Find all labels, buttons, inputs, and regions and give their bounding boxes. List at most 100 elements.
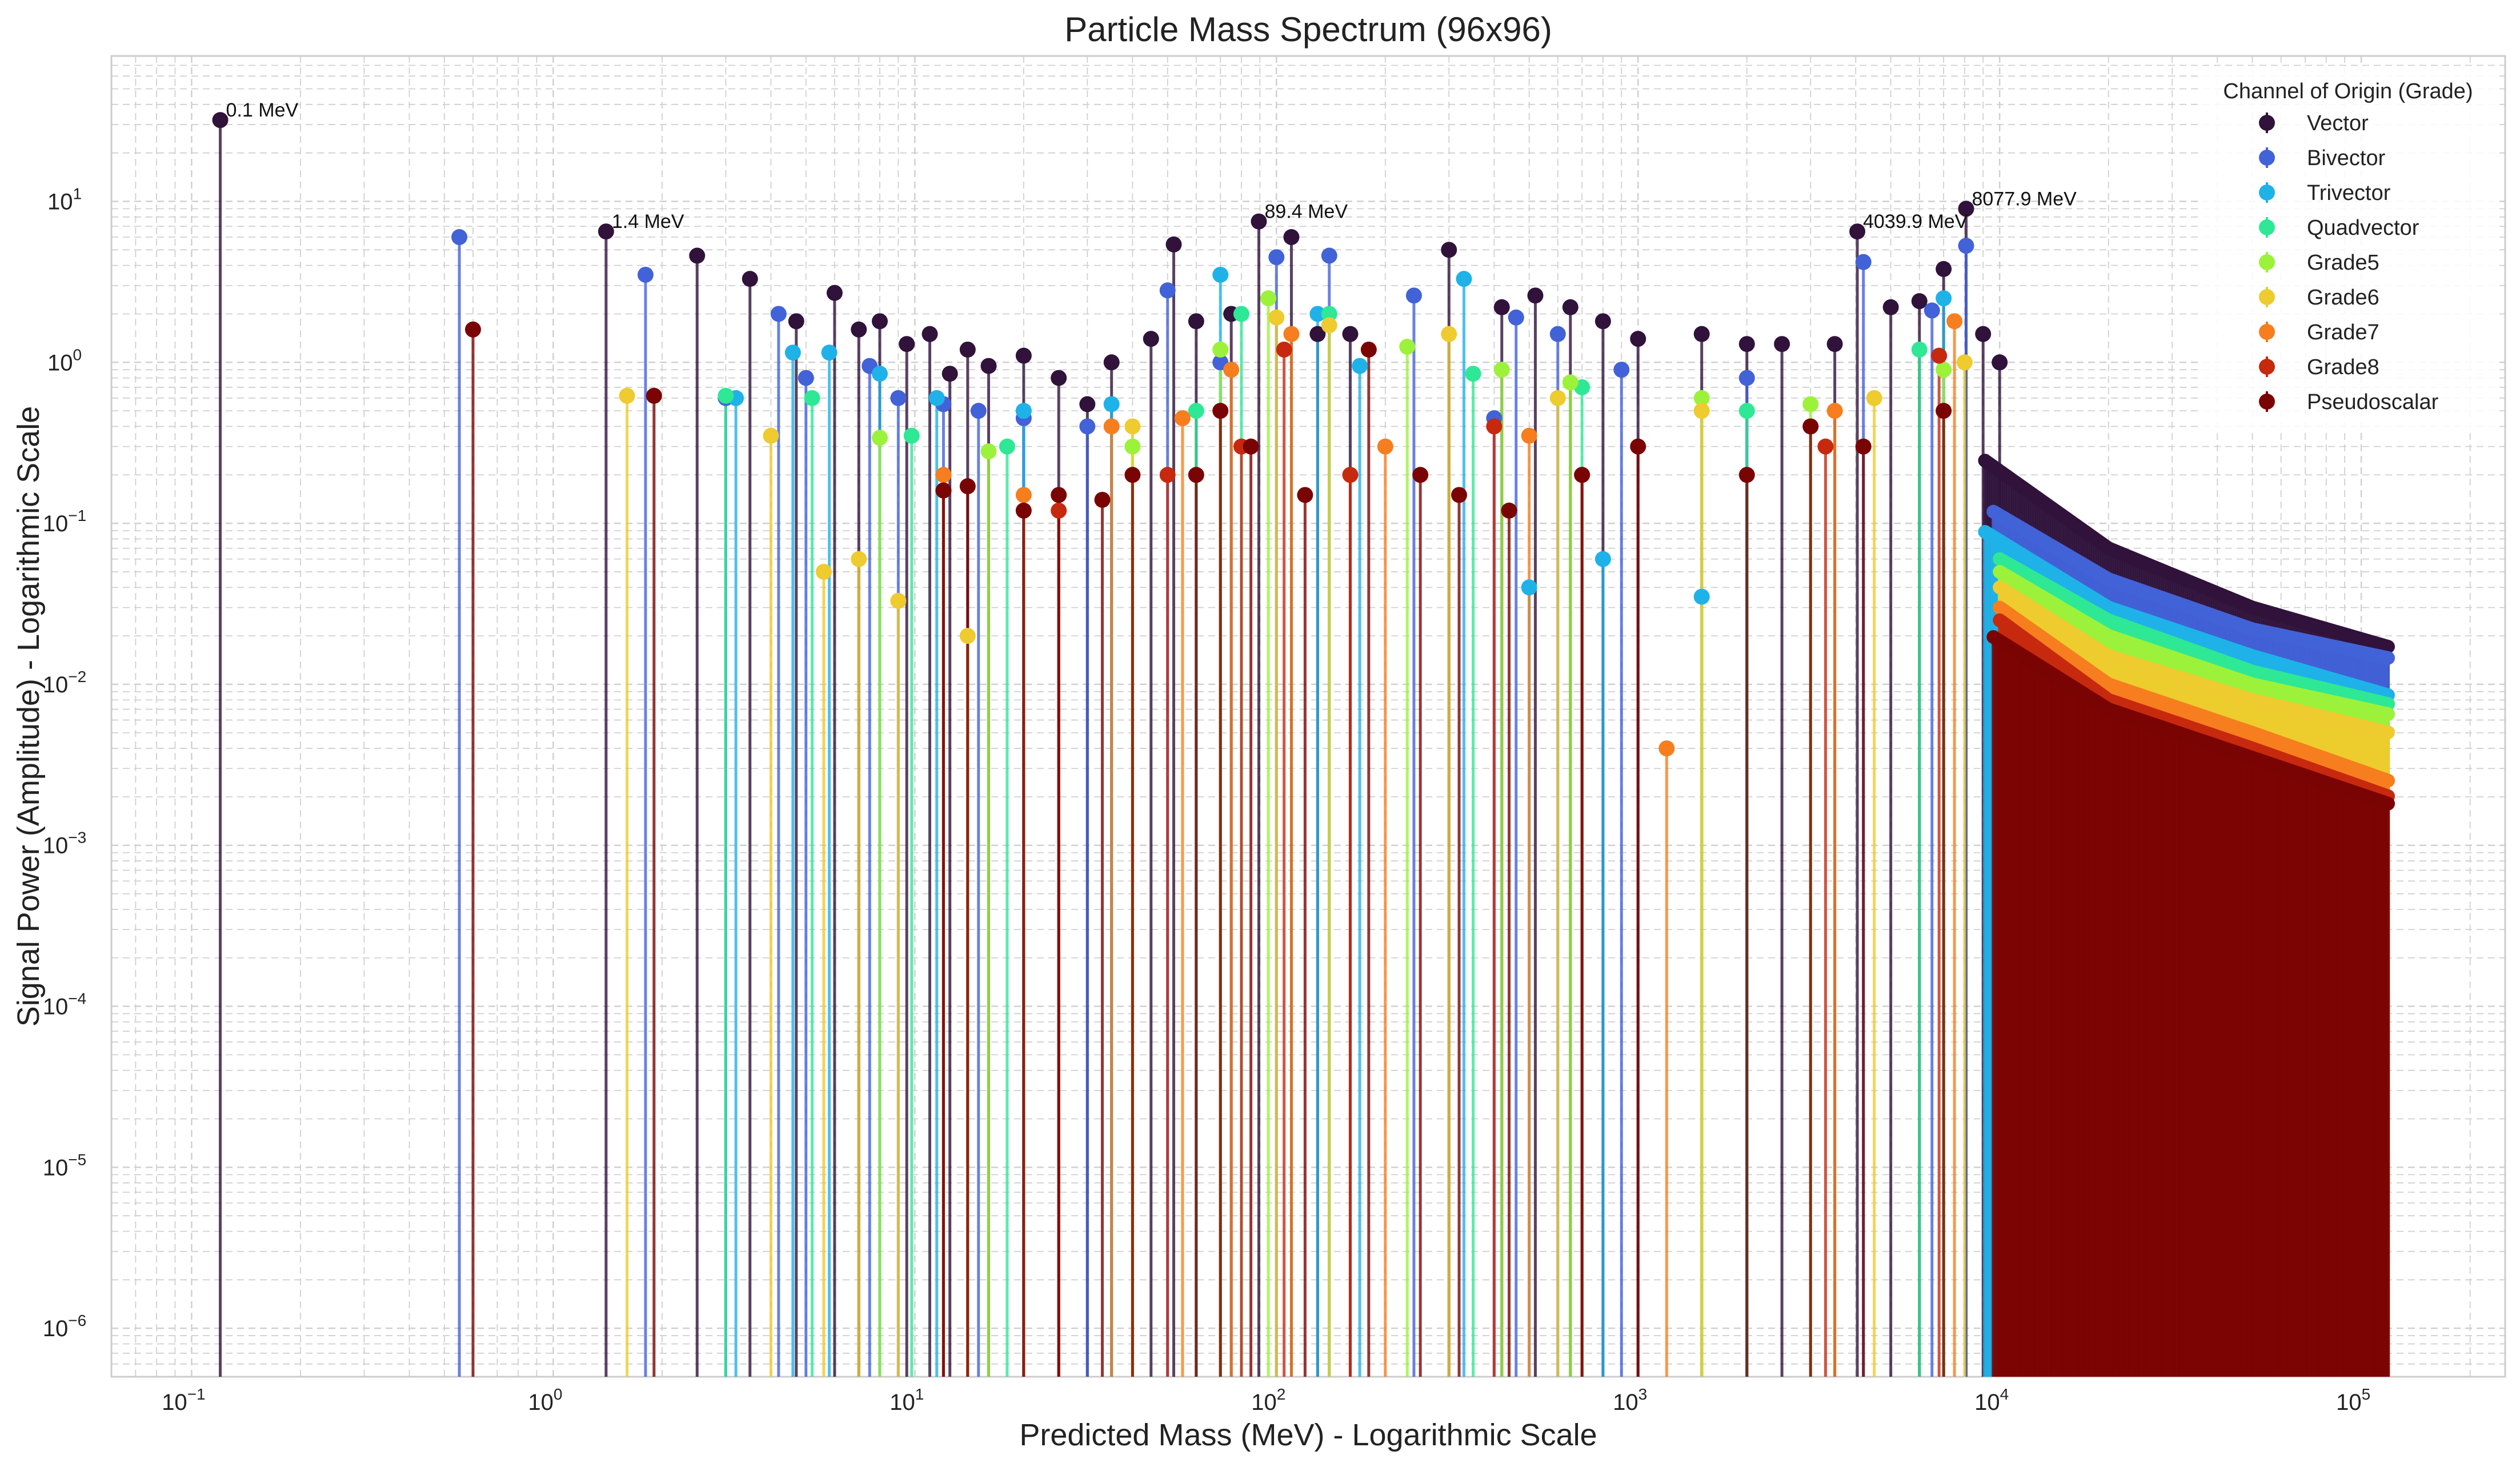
marker-vector bbox=[788, 313, 804, 330]
marker-pseudoscalar bbox=[1124, 467, 1141, 483]
stems-layer bbox=[219, 120, 2390, 1377]
marker-bivector bbox=[1613, 362, 1630, 378]
marker-grade7 bbox=[1283, 326, 1300, 342]
marker-vector bbox=[689, 247, 706, 264]
x-axis-label: Predicted Mass (MeV) - Logarithmic Scale bbox=[1019, 1418, 1597, 1452]
marker-vector bbox=[1441, 242, 1457, 258]
marker-pseudoscalar bbox=[1451, 487, 1468, 503]
marker-grade6 bbox=[1321, 317, 1337, 334]
marker-bivector bbox=[1268, 249, 1285, 266]
marker-vector bbox=[1911, 293, 1928, 310]
marker-trivector bbox=[821, 344, 838, 361]
marker-bivector bbox=[1924, 302, 1940, 319]
legend-label-bivector: Bivector bbox=[2307, 146, 2386, 170]
marker-grade5 bbox=[1693, 390, 1710, 406]
marker-vector bbox=[1015, 347, 1032, 364]
marker-vector bbox=[1936, 260, 1952, 277]
legend-marker-trivector bbox=[2259, 185, 2275, 201]
marker-grade8 bbox=[1276, 341, 1292, 358]
legend-marker-vector bbox=[2259, 115, 2275, 131]
x-tick-label: 10−1 bbox=[162, 1385, 205, 1415]
marker-grade7 bbox=[1946, 313, 1963, 330]
marker-grade6 bbox=[619, 387, 635, 404]
legend-marker-grade8 bbox=[2259, 359, 2275, 375]
legend-background bbox=[2202, 67, 2499, 433]
y-axis-label: Signal Power (Amplitude) - Logarithmic S… bbox=[11, 406, 46, 1027]
marker-grade8 bbox=[1159, 467, 1176, 483]
marker-grade7 bbox=[1658, 740, 1675, 757]
marker-grade5 bbox=[1124, 438, 1141, 455]
marker-bivector bbox=[1549, 326, 1566, 342]
marker-quadvector bbox=[1321, 306, 1337, 322]
marker-pseudoscalar bbox=[1051, 487, 1067, 503]
marker-pseudoscalar bbox=[1574, 467, 1590, 483]
marker-grade5 bbox=[1212, 341, 1229, 358]
marker-pseudoscalar bbox=[464, 321, 481, 338]
marker-grade6 bbox=[763, 427, 779, 444]
marker-quadvector bbox=[1233, 306, 1249, 322]
marker-trivector bbox=[928, 390, 945, 406]
y-tick-label: 10−1 bbox=[43, 507, 86, 536]
legend-marker-bivector bbox=[2259, 150, 2275, 166]
marker-grade8 bbox=[1486, 418, 1503, 435]
marker-grade5 bbox=[1493, 362, 1510, 378]
marker-vector bbox=[1975, 326, 1992, 342]
marker-bivector bbox=[1738, 370, 1755, 386]
marker-trivector bbox=[1456, 271, 1472, 287]
marker-grade5 bbox=[1399, 338, 1416, 355]
marker-vector bbox=[1630, 331, 1646, 347]
marker-grade8 bbox=[1931, 347, 1948, 364]
legend: Channel of Origin (Grade) Vector Bivector… bbox=[2202, 67, 2499, 433]
marker-grade7 bbox=[2381, 773, 2395, 788]
x-tick-label: 103 bbox=[1613, 1385, 1647, 1415]
marker-grade6 bbox=[1549, 390, 1566, 406]
marker-pseudoscalar bbox=[935, 482, 952, 499]
marker-vector bbox=[1594, 313, 1611, 330]
marker-bivector bbox=[1321, 247, 1337, 264]
marker-pseudoscalar bbox=[2381, 796, 2395, 811]
marker-grade7 bbox=[1826, 403, 1843, 419]
marker-pseudoscalar bbox=[1802, 418, 1819, 435]
marker-trivector bbox=[1103, 396, 1120, 412]
marker-vector bbox=[1774, 336, 1790, 352]
marker-vector bbox=[942, 366, 958, 382]
marker-quadvector bbox=[1465, 366, 1481, 382]
marker-vector bbox=[851, 321, 867, 338]
marker-pseudoscalar bbox=[1738, 467, 1755, 483]
marker-vector bbox=[2381, 640, 2395, 654]
marker-vector bbox=[1562, 299, 1578, 315]
marker-bivector bbox=[798, 370, 814, 386]
legend-label-trivector: Trivector bbox=[2307, 181, 2391, 205]
marker-pseudoscalar bbox=[1243, 438, 1259, 455]
marker-bivector bbox=[451, 229, 468, 246]
legend-marker-quadvector bbox=[2259, 219, 2275, 235]
marker-vector bbox=[1693, 326, 1710, 342]
marker-vector bbox=[1493, 299, 1510, 315]
marker-quadvector bbox=[1911, 341, 1928, 358]
marker-grade7 bbox=[1521, 427, 1537, 444]
marker-grade6 bbox=[2381, 726, 2395, 740]
marker-quadvector bbox=[903, 427, 920, 444]
marker-vector bbox=[1826, 336, 1843, 352]
marker-grade7 bbox=[1103, 418, 1120, 435]
legend-marker-grade7 bbox=[2259, 324, 2275, 340]
marker-grade6 bbox=[851, 551, 867, 567]
legend-label-vector: Vector bbox=[2307, 111, 2369, 135]
marker-vector bbox=[742, 271, 758, 287]
marker-trivector bbox=[1015, 403, 1032, 419]
marker-grade6 bbox=[959, 628, 976, 644]
legend-label-quadvector: Quadvector bbox=[2307, 216, 2419, 240]
marker-grade7 bbox=[1223, 362, 1240, 378]
chart-title: Particle Mass Spectrum (96x96) bbox=[1064, 10, 1552, 49]
marker-grade6 bbox=[1124, 418, 1141, 435]
marker-pseudoscalar bbox=[1212, 403, 1229, 419]
marker-vector bbox=[826, 284, 843, 301]
marker-pseudoscalar bbox=[959, 478, 976, 495]
marker-bivector bbox=[637, 266, 654, 283]
marker-vector bbox=[1051, 370, 1067, 386]
marker-bivector bbox=[1159, 282, 1176, 299]
marker-quadvector bbox=[1738, 403, 1755, 419]
marker-trivector bbox=[1594, 551, 1611, 567]
marker-vector bbox=[980, 358, 997, 374]
